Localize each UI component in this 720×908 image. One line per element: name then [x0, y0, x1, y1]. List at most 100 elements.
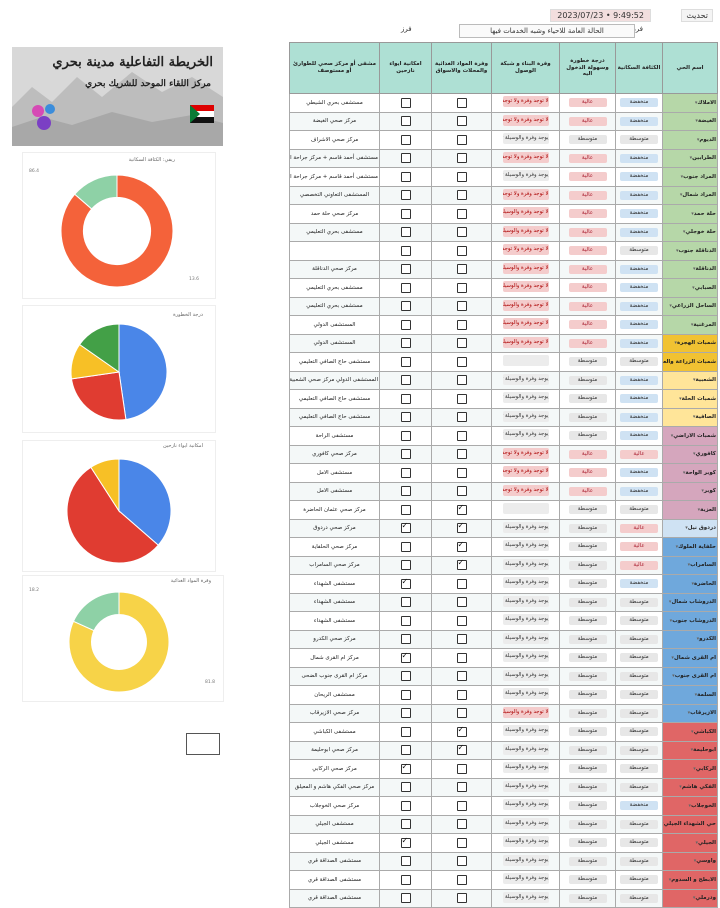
cell-water[interactable]: لا توجد وفرة والوسيلة غير — [491, 278, 560, 298]
shelter-checkbox[interactable] — [400, 356, 411, 367]
cell-danger[interactable]: متوسطة — [559, 537, 616, 557]
cell-water[interactable]: لا توجد وفرة ولا توجد وسيلة بديلة — [491, 185, 560, 205]
cell-name[interactable]: حلة خوجلي▾ — [662, 222, 718, 242]
cell-shelter[interactable] — [379, 370, 432, 390]
cell-name[interactable]: المراد جنوب▾ — [662, 167, 718, 187]
dropdown-arrow-icon[interactable]: ▾ — [670, 432, 674, 439]
cell-name[interactable]: دردوق نيل▾ — [662, 518, 718, 538]
cell-health[interactable]: مستشفى الامل — [289, 463, 380, 483]
cell-danger[interactable]: متوسطة — [559, 796, 616, 816]
density-dropdown[interactable]: منخفضة — [620, 264, 658, 274]
cell-density[interactable]: متوسطة — [615, 759, 663, 779]
cell-density[interactable]: متوسطة — [615, 241, 663, 261]
cell-shelter[interactable] — [379, 740, 432, 760]
cell-water[interactable]: يوجد وفرة والوسيلة تكثر — [491, 407, 560, 427]
cell-density[interactable]: منخفضة — [615, 370, 663, 390]
density-dropdown[interactable]: عالية — [620, 523, 658, 533]
dropdown-arrow-icon[interactable]: ▾ — [690, 747, 694, 754]
cell-density[interactable]: منخفضة — [615, 481, 663, 501]
cell-water[interactable]: لا توجد وفرة والوسيلة غير — [491, 315, 560, 335]
cell-danger[interactable]: متوسطة — [559, 870, 616, 890]
cell-name[interactable]: ام القرى جنوب▾ — [662, 666, 718, 686]
dropdown-arrow-icon[interactable]: ▾ — [680, 173, 684, 180]
dropdown-arrow-icon[interactable]: ▾ — [697, 506, 701, 513]
cell-food[interactable] — [431, 296, 492, 316]
cell-food[interactable] — [431, 111, 492, 131]
cell-name[interactable]: الازيرقاب▾ — [662, 703, 718, 723]
food-checkbox[interactable] — [456, 540, 467, 552]
cell-name[interactable]: ام القرى شمال▾ — [662, 648, 718, 668]
sort-button-right[interactable]: فرز — [632, 25, 643, 33]
cell-density[interactable]: متوسطة — [615, 814, 663, 834]
cell-danger[interactable]: عالية — [559, 185, 616, 205]
density-dropdown[interactable]: متوسطة — [620, 597, 658, 607]
cell-danger[interactable]: متوسطة — [559, 703, 616, 723]
cell-name[interactable]: حلفاية الملوك▾ — [662, 537, 718, 557]
food-checkbox[interactable] — [456, 782, 467, 793]
cell-density[interactable]: متوسطة — [615, 777, 663, 797]
water-dropdown[interactable]: يوجد وفرة والوسيلة المعتادة — [502, 595, 549, 607]
cell-shelter[interactable] — [379, 574, 432, 594]
dropdown-arrow-icon[interactable]: ▾ — [692, 284, 695, 291]
cell-water[interactable]: لا توجد وفرة ولا توجد وسيلة بديلة — [491, 241, 560, 261]
shelter-checkbox[interactable] — [400, 430, 411, 441]
water-dropdown[interactable]: يوجد وفرة والوسيلة المعتادة — [502, 854, 549, 866]
cell-food[interactable] — [431, 777, 492, 797]
dropdown-arrow-icon[interactable]: ▾ — [687, 562, 691, 569]
cell-shelter[interactable] — [379, 481, 432, 501]
cell-name[interactable]: ابوحليمة▾ — [662, 740, 718, 760]
danger-dropdown[interactable]: متوسطة — [568, 745, 607, 755]
water-dropdown[interactable]: لا توجد وفرة ولا توجد وسيلة بديلة — [502, 466, 549, 478]
danger-dropdown[interactable]: متوسطة — [568, 819, 607, 829]
danger-dropdown[interactable]: متوسطة — [568, 875, 607, 885]
cell-health[interactable]: مركز صحي الفكي هاشم و المعيلق — [289, 777, 380, 797]
cell-food[interactable] — [431, 888, 492, 908]
shelter-checkbox[interactable] — [400, 171, 411, 182]
density-dropdown[interactable]: منخفضة — [620, 431, 658, 441]
dropdown-arrow-icon[interactable]: ▾ — [691, 728, 694, 735]
cell-name[interactable]: الغيضة▾ — [662, 111, 718, 131]
shelter-checkbox[interactable] — [400, 449, 411, 460]
food-checkbox[interactable] — [456, 97, 467, 108]
cell-health[interactable]: مركز صحي الدناقلة — [289, 259, 380, 279]
cell-shelter[interactable] — [379, 685, 432, 705]
cell-density[interactable]: منخفضة — [615, 407, 663, 427]
col-header-food[interactable]: وفرة المواد الغذائية والمحلات والاسواق — [431, 42, 492, 94]
cell-shelter[interactable] — [379, 629, 432, 649]
dropdown-arrow-icon[interactable]: ▾ — [696, 136, 700, 143]
cell-health[interactable]: المستشفى التعاوني التخصصي — [289, 185, 380, 205]
cell-danger[interactable]: متوسطة — [559, 555, 616, 575]
cell-water[interactable]: يوجد وفرة والوسيلة المعتادة — [491, 518, 560, 538]
cell-water[interactable]: لا توجد وفرة والوسيلة غير — [491, 259, 560, 279]
danger-dropdown[interactable]: متوسطة — [568, 690, 607, 700]
cell-water[interactable]: يوجد وفرة والوسيلة المعتادة — [491, 870, 560, 890]
cell-health[interactable]: مستشفى الامل — [289, 481, 380, 501]
density-dropdown[interactable]: منخفضة — [620, 190, 658, 200]
food-checkbox[interactable] — [456, 153, 467, 164]
density-dropdown[interactable]: متوسطة — [620, 782, 658, 792]
dropdown-arrow-icon[interactable]: ▾ — [695, 839, 699, 846]
cell-shelter[interactable] — [379, 315, 432, 335]
cell-danger[interactable]: عالية — [559, 259, 616, 279]
water-dropdown[interactable]: يوجد وفرة والوسيلة المعتادة — [502, 836, 549, 848]
cell-water[interactable]: لا توجد وفرة والوسيلة غير — [491, 296, 560, 316]
water-dropdown[interactable]: يوجد وفرة والوسيلة تكثر — [502, 392, 549, 404]
dropdown-arrow-icon[interactable]: ▾ — [682, 229, 686, 236]
danger-dropdown[interactable]: متوسطة — [568, 431, 607, 441]
cell-density[interactable]: منخفضة — [615, 93, 663, 113]
cell-danger[interactable]: متوسطة — [559, 648, 616, 668]
cell-name[interactable]: الدناقلة جنوب▾ — [662, 241, 718, 261]
shelter-checkbox[interactable] — [400, 819, 411, 830]
density-dropdown[interactable]: متوسطة — [620, 653, 658, 663]
cell-shelter[interactable] — [379, 389, 432, 409]
shelter-checkbox[interactable] — [400, 782, 411, 793]
cell-water[interactable]: لا توجد وفرة ولا توجد وسيلة بديلة — [491, 463, 560, 483]
food-checkbox[interactable] — [456, 319, 467, 330]
water-dropdown[interactable]: يوجد وفرة والوسيلة المعتادة — [502, 651, 549, 663]
food-checkbox[interactable] — [456, 264, 467, 275]
cell-danger[interactable]: متوسطة — [559, 130, 616, 150]
density-dropdown[interactable]: متوسطة — [620, 819, 658, 829]
cell-water[interactable]: لا توجد وفرة والوسيلة غير — [491, 333, 560, 353]
cell-density[interactable]: منخفضة — [615, 426, 663, 446]
cell-health[interactable]: مركز صحي دردوق — [289, 518, 380, 538]
